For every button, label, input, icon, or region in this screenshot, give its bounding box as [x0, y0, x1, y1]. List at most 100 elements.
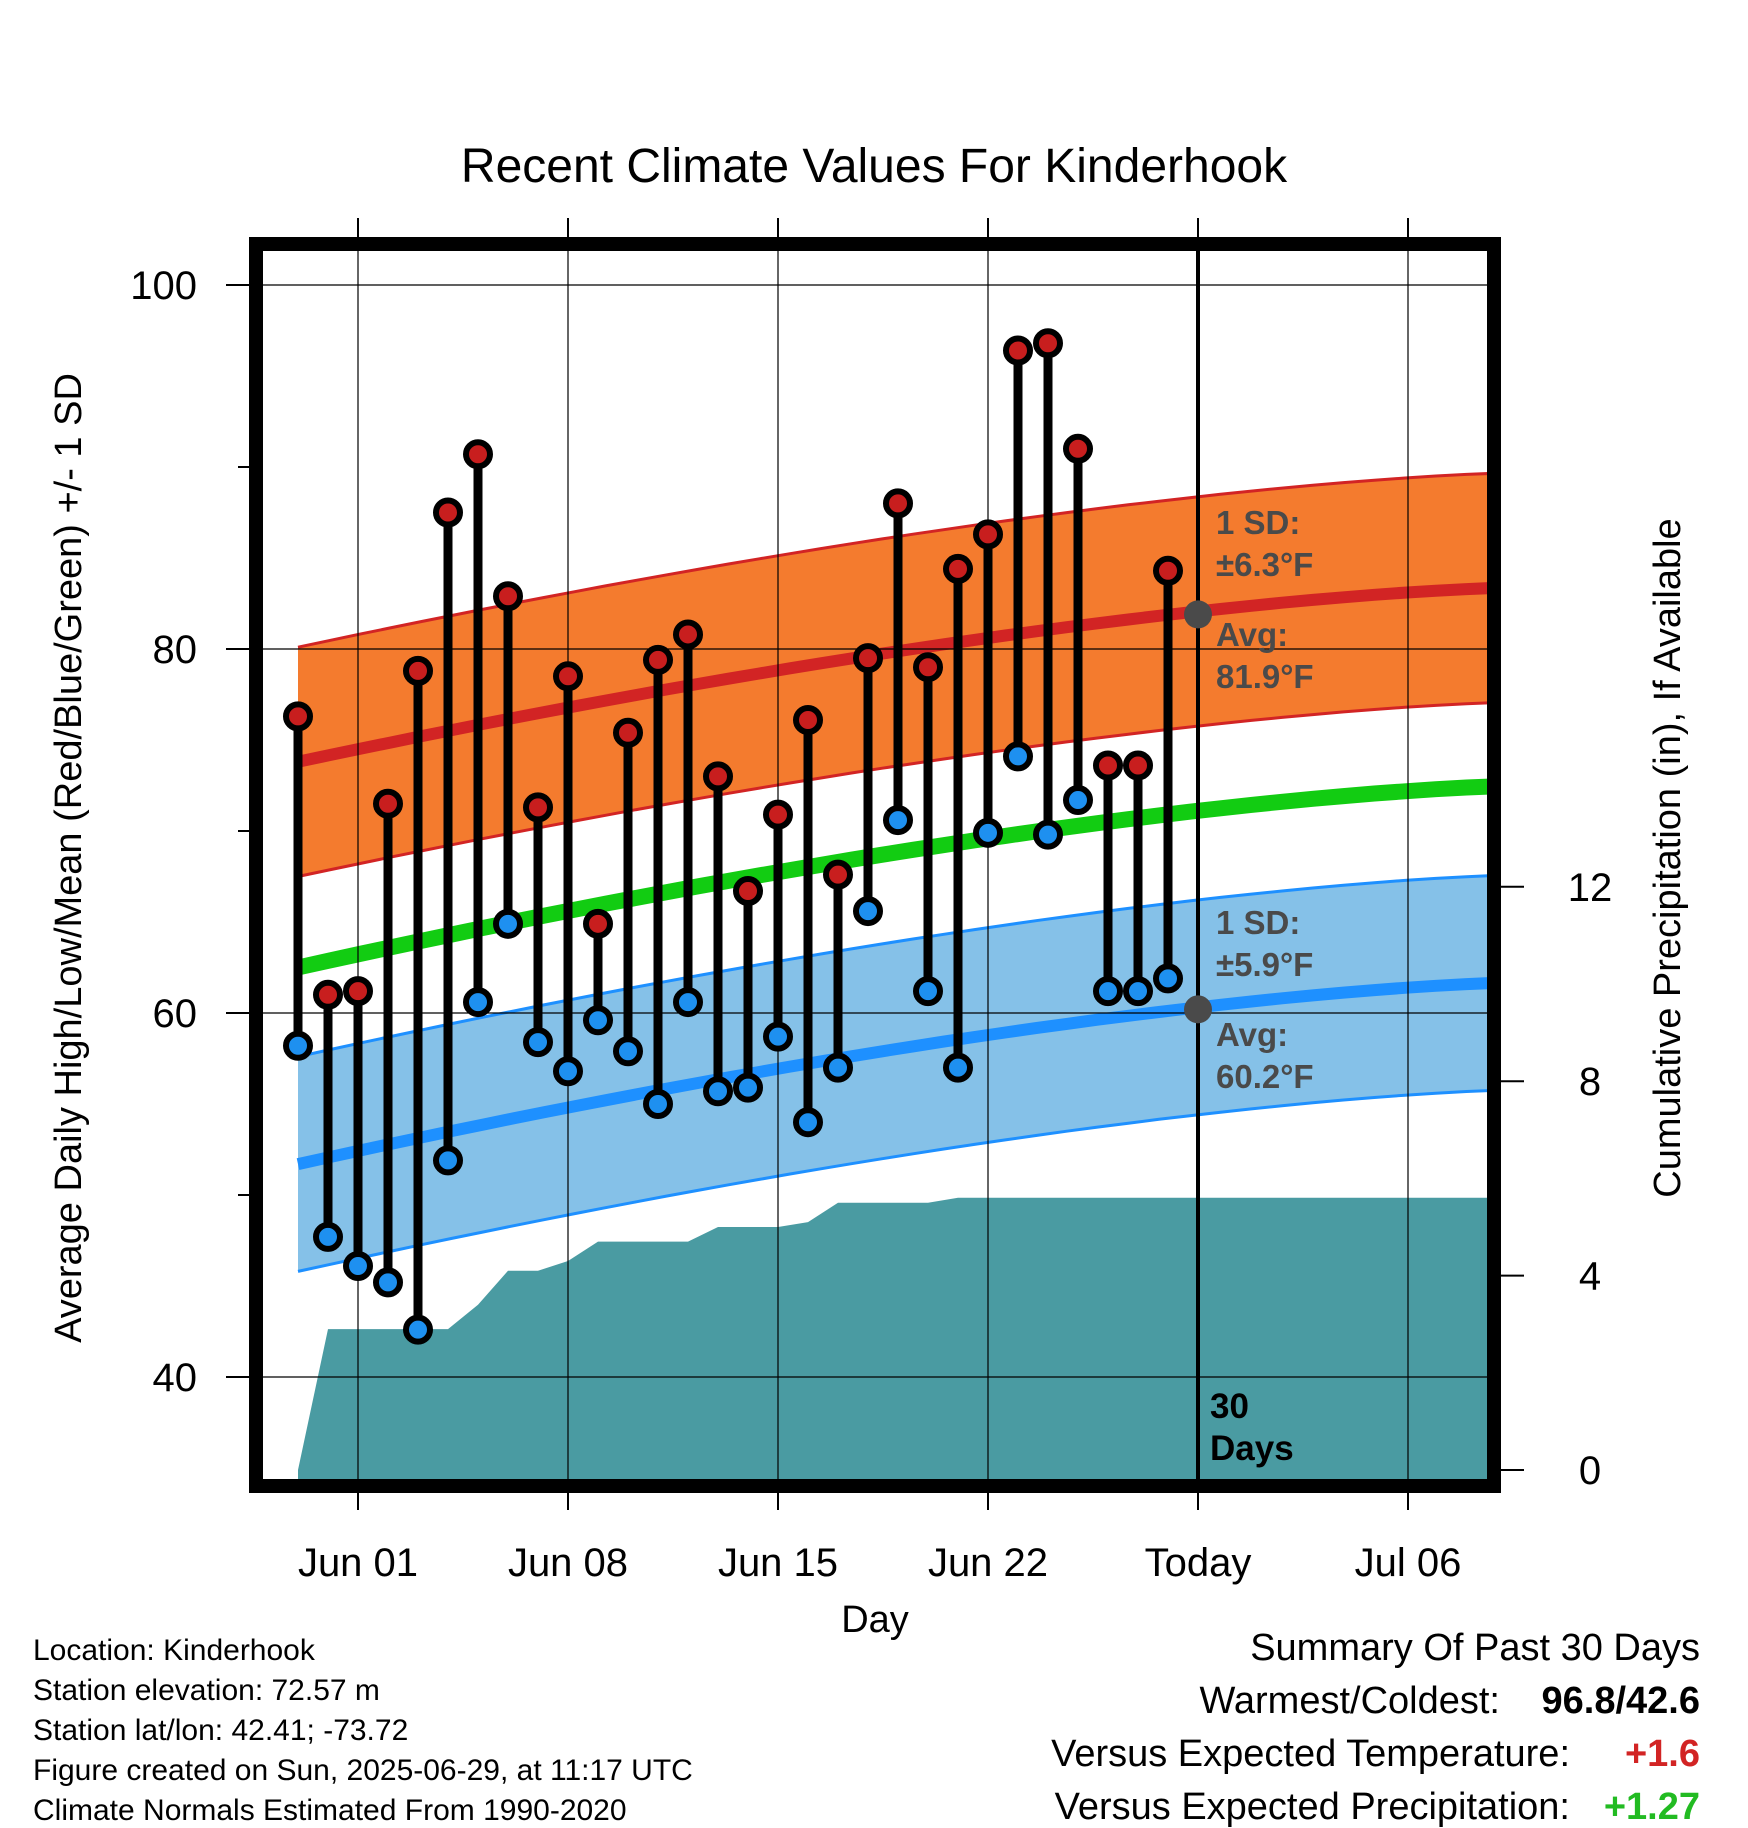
daily-high-point: [553, 661, 583, 692]
info-normals: Climate Normals Estimated From 1990-2020: [33, 1794, 627, 1827]
info-created: Figure created on Sun, 2025-06-29, at 11…: [33, 1754, 693, 1787]
y2-tick-label: 8: [1579, 1060, 1601, 1104]
daily-high-point: [1033, 328, 1063, 359]
x-tick-label: Jun 01: [298, 1541, 418, 1585]
daily-low-point: [373, 1267, 403, 1298]
daily-high-point: [1123, 750, 1153, 781]
daily-high-point: [583, 908, 613, 939]
daily-low-point: [283, 1030, 313, 1061]
daily-low-point: [433, 1145, 463, 1176]
daily-high-point: [1093, 750, 1123, 781]
daily-high-point: [883, 488, 913, 519]
daily-low-point: [343, 1250, 373, 1281]
daily-high-point: [373, 788, 403, 819]
summary-warm-cold-value: 96.8/42.6: [1542, 1680, 1700, 1722]
daily-high-point: [793, 704, 823, 735]
daily-high-point: [433, 497, 463, 528]
daily-high-point: [913, 652, 943, 683]
daily-low-point: [913, 976, 943, 1007]
daily-low-point: [493, 908, 523, 939]
y2-tick-label: 0: [1579, 1449, 1601, 1493]
summary-heading: Summary Of Past 30 Days: [1250, 1627, 1700, 1669]
low-avg-label-line1: Avg:: [1216, 1016, 1288, 1053]
x-tick-label: Today: [1145, 1541, 1252, 1585]
daily-low-point: [673, 987, 703, 1018]
low-avg-label-line2: 60.2°F: [1216, 1058, 1314, 1095]
daily-low-point: [553, 1056, 583, 1087]
daily-low-point: [1123, 976, 1153, 1007]
summary-warm-cold-label: Warmest/Coldest:: [1199, 1680, 1500, 1722]
daily-low-point: [853, 896, 883, 927]
y2-tick-label: 4: [1579, 1255, 1601, 1299]
daily-high-point: [403, 655, 433, 686]
daily-low-point: [703, 1076, 733, 1107]
daily-low-point: [763, 1021, 793, 1052]
y2-axis-label: Cumulative Precipitation (in), If Availa…: [1647, 518, 1689, 1197]
daily-low-point: [1063, 785, 1093, 816]
x-tick-label: Jun 22: [928, 1541, 1048, 1585]
daily-high-point: [613, 717, 643, 748]
high-avg-label-line1: Avg:: [1216, 616, 1288, 653]
x-tick-label: Jun 15: [718, 1541, 838, 1585]
daily-low-point: [613, 1036, 643, 1067]
y-tick-label: 60: [153, 992, 198, 1036]
x-tick-label: Jul 06: [1355, 1541, 1462, 1585]
summary-temp-label: Versus Expected Temperature:: [1051, 1733, 1570, 1775]
x-tick-label: Jun 08: [508, 1541, 628, 1585]
daily-high-point: [973, 519, 1003, 550]
summary-precip-label: Versus Expected Precipitation:: [1055, 1786, 1570, 1828]
info-elevation: Station elevation: 72.57 m: [33, 1674, 380, 1707]
summary-temp-value: +1.6: [1625, 1733, 1700, 1775]
low-band-lower-edge: [297, 1089, 1488, 1273]
daily-low-point: [793, 1107, 823, 1138]
daily-high-point: [1153, 555, 1183, 586]
daily-low-point: [583, 1005, 613, 1036]
y-axis-label: Average Daily High/Low/Mean (Red/Blue/Gr…: [48, 373, 90, 1343]
precip-area-layer: [298, 1197, 1488, 1480]
daily-low-point: [733, 1072, 763, 1103]
today-low-avg-point: [1184, 995, 1212, 1024]
daily-high-point: [343, 976, 373, 1007]
axis-ticks: Jun 01 Jun 08 Jun 15 Jun 22 Today Jul 0610080…: [130, 218, 1612, 1585]
daily-high-point: [643, 644, 673, 675]
today-days-label-line1: 30: [1210, 1387, 1249, 1426]
info-latlon: Station lat/lon: 42.41; -73.72: [33, 1714, 408, 1747]
low-normal-line: [296, 977, 1488, 1170]
y-tick-label: 80: [153, 628, 198, 672]
low-sd-label-line2: ±5.9°F: [1216, 946, 1313, 983]
daily-high-point: [493, 581, 523, 612]
x-axis-label: Day: [841, 1599, 909, 1641]
info-location: Location: Kinderhook: [33, 1634, 316, 1667]
daily-low-point: [1003, 741, 1033, 772]
daily-low-point: [1033, 819, 1063, 850]
daily-low-point: [463, 987, 493, 1018]
daily-high-point: [1063, 433, 1093, 464]
daily-high-point: [1003, 335, 1033, 366]
daily-high-point: [943, 553, 973, 584]
daily-low-point: [313, 1221, 343, 1252]
y2-tick-label: 12: [1568, 866, 1613, 910]
daily-high-point: [523, 792, 553, 823]
precip-area: [298, 1197, 1488, 1480]
daily-low-point: [973, 817, 1003, 848]
daily-low-point: [1093, 976, 1123, 1007]
high-avg-label-line2: 81.9°F: [1216, 658, 1314, 695]
station-info: Location: Kinderhook Station elevation: …: [33, 1634, 693, 1827]
band-labels: 1 SD: ±6.3°F Avg: 81.9°F 1 SD: ±5.9°F Av…: [1210, 504, 1314, 1468]
high-band: [298, 473, 1488, 877]
daily-high-point: [733, 876, 763, 907]
daily-low-point: [943, 1052, 973, 1083]
low-sd-label-line1: 1 SD:: [1216, 904, 1300, 941]
daily-high-point: [313, 979, 343, 1010]
summary: Summary Of Past 30 Days Warmest/Coldest:…: [1051, 1627, 1700, 1828]
daily-low-point: [1153, 963, 1183, 994]
y-tick-label: 100: [130, 264, 197, 308]
daily-low-point: [523, 1027, 553, 1058]
low-band: [298, 875, 1488, 1272]
daily-high-point: [463, 439, 493, 470]
today-high-avg-point: [1184, 600, 1212, 629]
daily-low-point: [883, 805, 913, 836]
daily-high-point: [673, 619, 703, 650]
daily-observations: [283, 328, 1212, 1345]
